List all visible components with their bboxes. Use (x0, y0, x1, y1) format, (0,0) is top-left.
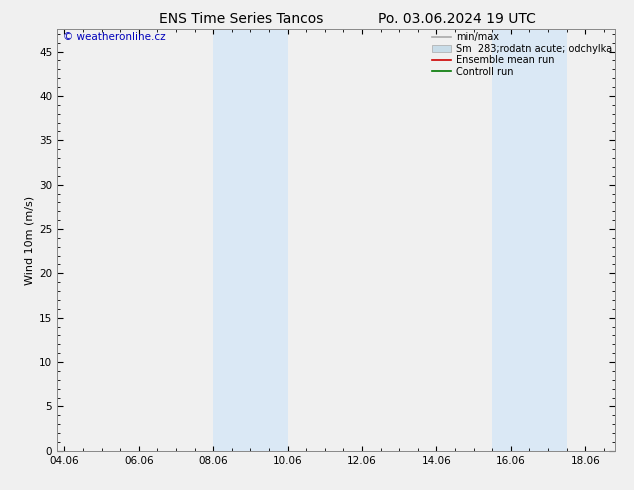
Legend: min/max, Sm  283;rodatn acute; odchylka, Ensemble mean run, Controll run: min/max, Sm 283;rodatn acute; odchylka, … (430, 30, 614, 78)
Text: © weatheronline.cz: © weatheronline.cz (63, 31, 165, 42)
Y-axis label: Wind 10m (m/s): Wind 10m (m/s) (25, 196, 35, 285)
Text: ENS Time Series Tancos: ENS Time Series Tancos (158, 12, 323, 26)
Text: Po. 03.06.2024 19 UTC: Po. 03.06.2024 19 UTC (377, 12, 536, 26)
Bar (492, 29, 567, 451)
Bar (213, 29, 288, 451)
